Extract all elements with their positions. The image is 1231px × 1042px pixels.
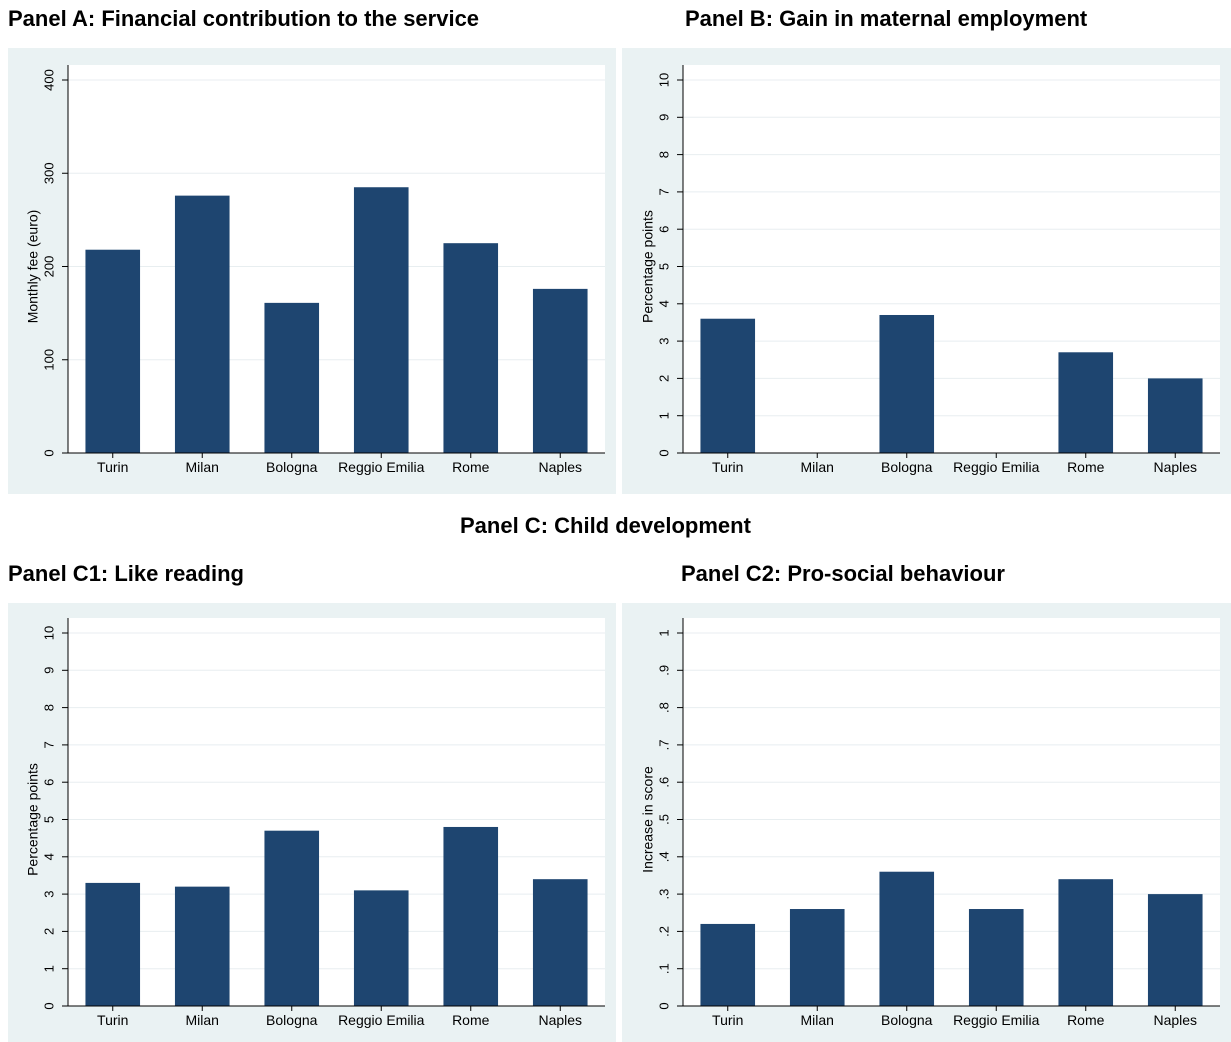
panel-a-xtick-label: Naples (538, 459, 582, 475)
panel-a-bar (174, 195, 230, 453)
panel-c1-ytick-label: 4 (41, 853, 56, 860)
panel-c1-ytick-label: 0 (41, 1002, 56, 1009)
panel-a-xtick-label: Reggio Emilia (338, 459, 425, 475)
panel-c1-bar (353, 890, 409, 1006)
panel-b-xtick-label: Reggio Emilia (953, 459, 1040, 475)
panel-c2-y-axis-title: Increase in score (640, 766, 656, 873)
panel-c2-ytick-label: .8 (656, 702, 671, 713)
panel-b-bar (879, 314, 935, 453)
panel-c1-ytick-label: 7 (41, 741, 56, 748)
panel-a-ytick-label: 300 (41, 162, 56, 184)
panel-c-heading: Panel C: Child development (460, 513, 751, 538)
panel-c2-xtick-label: Milan (801, 1012, 834, 1028)
panel-c1-bar (264, 830, 320, 1006)
panel-c2-bar (879, 871, 935, 1006)
panel-b-ytick-label: 10 (656, 73, 671, 87)
panel-c2-xtick-label: Bologna (881, 1012, 933, 1028)
panel-b-ytick-label: 8 (656, 151, 671, 158)
panel-b-ytick-label: 5 (656, 263, 671, 270)
panel-c2-ytick-label: .2 (656, 926, 671, 937)
panel-a-bar (443, 243, 499, 453)
panel-b-xtick-label: Milan (801, 459, 834, 475)
panel-c2-xtick-label: Rome (1067, 1012, 1105, 1028)
panel-c1-xtick-label: Reggio Emilia (338, 1012, 425, 1028)
panel-a-xtick-label: Rome (452, 459, 490, 475)
panel-b-xtick-label: Rome (1067, 459, 1105, 475)
panel-c2-ytick-label: 1 (656, 629, 671, 636)
panel-a-y-axis-title: Monthly fee (euro) (25, 210, 41, 324)
panel-c1-xtick-label: Bologna (266, 1012, 318, 1028)
panel-b-ytick-label: 9 (656, 114, 671, 121)
panel-b-ytick-label: 6 (656, 226, 671, 233)
panel-c1-ytick-label: 6 (41, 779, 56, 786)
panel-a-xtick-label: Milan (186, 459, 219, 475)
panel-c2-ytick-label: .1 (656, 963, 671, 974)
panel-a-bar (532, 288, 588, 453)
panel-a-xtick-label: Turin (97, 459, 128, 475)
panel-b-ytick-label: 4 (656, 300, 671, 307)
panel-b-ytick-label: 2 (656, 375, 671, 382)
panel-b-xtick-label: Turin (712, 459, 743, 475)
panel-b-xtick-label: Bologna (881, 459, 933, 475)
panel-b-bar (1147, 378, 1203, 453)
panel-c1-xtick-label: Naples (538, 1012, 582, 1028)
panel-b-bar (1058, 352, 1114, 453)
panel-c1-ytick-label: 10 (41, 626, 56, 640)
panel-c2-xtick-label: Turin (712, 1012, 743, 1028)
panel-b-xtick-label: Naples (1153, 459, 1197, 475)
panel-a-ytick-label: 200 (41, 256, 56, 278)
panel-c2-bar (789, 909, 845, 1006)
panel-c1-heading: Panel C1: Like reading (8, 561, 244, 586)
panel-a-ytick-label: 400 (41, 69, 56, 91)
panel-c2-ytick-label: .4 (656, 851, 671, 862)
panel-c1-bar (443, 826, 499, 1006)
panel-c1-ytick-label: 8 (41, 704, 56, 711)
panel-a-ytick-label: 0 (41, 449, 56, 456)
panel-a-bar (85, 249, 141, 453)
panel-c2-ytick-label: .6 (656, 777, 671, 788)
panel-b-ytick-label: 1 (656, 412, 671, 419)
panel-c2-ytick-label: .7 (656, 739, 671, 750)
panel-c1-bar (532, 879, 588, 1006)
panel-c2-ytick-label: 0 (656, 1002, 671, 1009)
panel-c2-bar (700, 923, 756, 1006)
panel-c2-xtick-label: Naples (1153, 1012, 1197, 1028)
panel-c1-xtick-label: Turin (97, 1012, 128, 1028)
panel-c2-plot-area (683, 618, 1220, 1006)
panel-a-plot-area (68, 65, 605, 453)
panel-c2-xtick-label: Reggio Emilia (953, 1012, 1040, 1028)
panel-b-plot-area (683, 65, 1220, 453)
panel-c2-ytick-label: .3 (656, 889, 671, 900)
panel-c2-bar (1058, 879, 1114, 1006)
panel-c2-bar (1147, 894, 1203, 1006)
panel-c1-ytick-label: 1 (41, 965, 56, 972)
panel-c1-ytick-label: 3 (41, 890, 56, 897)
panel-b-ytick-label: 0 (656, 449, 671, 456)
panel-c1-bar (85, 882, 141, 1006)
panel-c2-bar (968, 909, 1024, 1006)
panel-a-bar (264, 302, 320, 453)
panel-c2-ytick-label: .9 (656, 665, 671, 676)
panel-c1-xtick-label: Rome (452, 1012, 490, 1028)
panel-c1-bar (174, 886, 230, 1006)
panel-b-ytick-label: 7 (656, 188, 671, 195)
panel-a-xtick-label: Bologna (266, 459, 318, 475)
panel-c1-ytick-label: 9 (41, 667, 56, 674)
panel-c2-ytick-label: .5 (656, 814, 671, 825)
panel-b-y-axis-title: Percentage points (640, 210, 656, 323)
panel-c1-y-axis-title: Percentage points (25, 763, 41, 876)
panel-c1-plot-area (68, 618, 605, 1006)
panel-c1-ytick-label: 2 (41, 928, 56, 935)
panel-b-bar (700, 318, 756, 453)
panel-b-heading: Panel B: Gain in maternal employment (685, 6, 1088, 31)
panel-c2-heading: Panel C2: Pro-social behaviour (681, 561, 1005, 586)
panel-c1-ytick-label: 5 (41, 816, 56, 823)
panel-b-ytick-label: 3 (656, 337, 671, 344)
panel-c1-xtick-label: Milan (186, 1012, 219, 1028)
panel-a-ytick-label: 100 (41, 349, 56, 371)
panel-a-bar (353, 187, 409, 454)
panel-a-heading: Panel A: Financial contribution to the s… (8, 6, 480, 31)
